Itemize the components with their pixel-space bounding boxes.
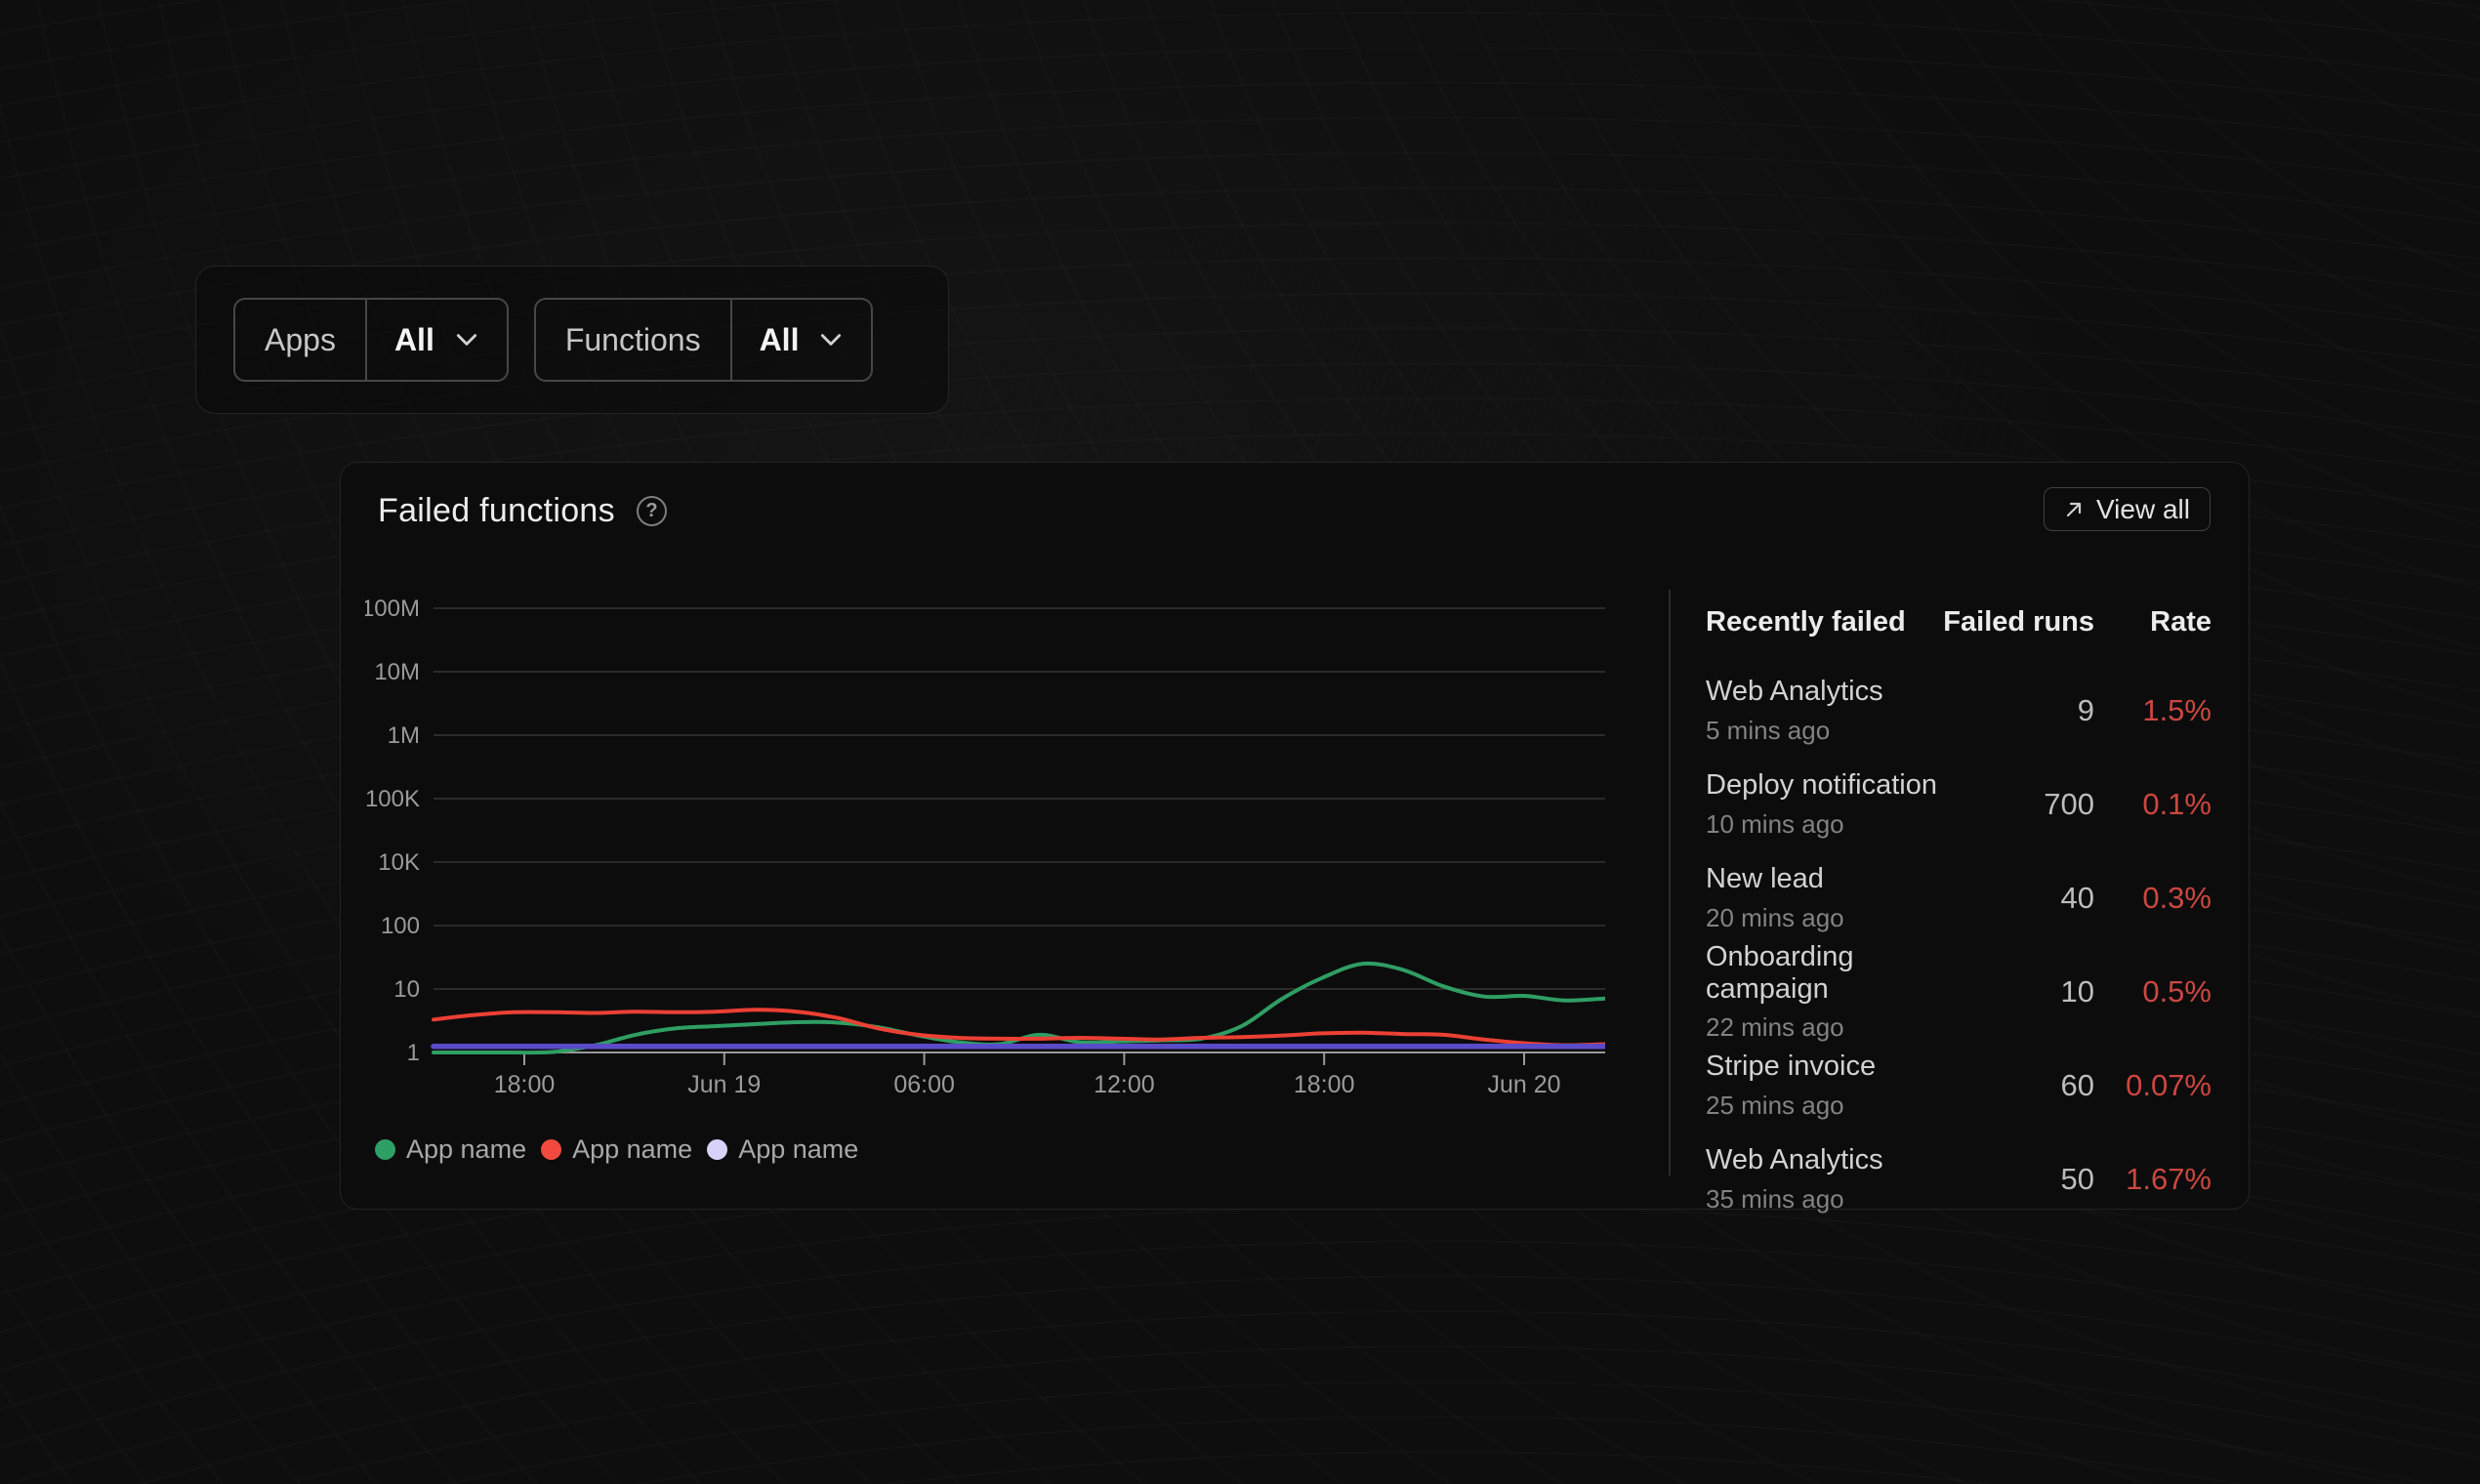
failed-time-ago: 22 mins ago [1706, 1012, 1844, 1043]
x-axis-tick-label: 06:00 [893, 1071, 955, 1098]
y-axis-tick-label: 100 [381, 913, 420, 939]
x-axis-tick-label: Jun 20 [1487, 1071, 1560, 1098]
function-name: Web Analytics [1706, 676, 1883, 708]
failed-function-row[interactable]: Stripe invoice 25 mins ago 60 0.07% [1706, 1039, 2211, 1133]
failed-runs-value: 40 [2060, 881, 2094, 915]
filter-selected-value: All [759, 321, 800, 357]
view-all-label: View all [2096, 493, 2190, 524]
filter-bar: Apps All Functions All [195, 266, 949, 414]
y-axis-tick-label: 10K [378, 849, 420, 876]
filter-group: Functions All [533, 298, 874, 382]
card-title: Failed functions [378, 492, 615, 529]
column-header-failed-runs: Failed runs [1943, 606, 2094, 638]
y-axis-tick-label: 1 [407, 1040, 420, 1066]
failure-rate-value: 0.1% [2142, 787, 2211, 821]
filter-label: Functions [536, 300, 732, 380]
x-axis-tick-label: 18:00 [494, 1071, 556, 1098]
function-name-cell: Web Analytics 5 mins ago [1706, 676, 1938, 745]
failure-rate-value: 0.3% [2142, 881, 2211, 915]
legend-color-dot [375, 1139, 395, 1160]
column-header-rate: Rate [2150, 606, 2211, 638]
failed-runs-value: 9 [2077, 693, 2094, 727]
failed-runs-value: 10 [2060, 974, 2094, 1009]
filter-group: Apps All [233, 298, 509, 382]
y-axis-tick-label: 1M [388, 722, 420, 749]
external-link-arrow-icon [2064, 499, 2085, 519]
card-header: Failed functions ? [378, 492, 667, 530]
legend-color-dot [707, 1139, 728, 1160]
filter-value-dropdown[interactable]: All [732, 300, 872, 380]
failed-runs-value: 60 [2060, 1068, 2094, 1102]
failed-functions-card: Failed functions ? View all 100M 10M 1M 100… [340, 462, 2250, 1214]
series-line-2 [432, 1008, 1605, 1048]
failed-function-row[interactable]: Web Analytics 35 mins ago 50 1.67% [1706, 1133, 2211, 1226]
y-axis-tick-label: 10 [393, 976, 420, 1003]
failed-time-ago: 25 mins ago [1706, 1090, 1844, 1120]
chevron-down-icon [818, 327, 844, 352]
view-all-button[interactable]: View all [2044, 487, 2211, 531]
y-axis-tick-label: 10M [374, 659, 420, 685]
failed-function-row[interactable]: Web Analytics 5 mins ago 9 1.5% [1706, 664, 2211, 758]
failed-time-ago: 35 mins ago [1706, 1183, 1844, 1214]
failure-rate-value: 1.5% [2142, 693, 2211, 727]
failed-functions-chart: 100M 10M 1M 100K 10K 100 10 1 18:00 Jun 19 06:00 12… [365, 598, 1605, 1098]
failed-function-row[interactable]: Onboarding campaign 22 mins ago 10 0.5% [1706, 941, 2211, 1043]
function-name: Web Analytics [1706, 1144, 1883, 1176]
help-icon[interactable]: ? [636, 496, 667, 526]
legend-app-label: App name [738, 1134, 859, 1164]
failed-runs-value: 700 [2044, 787, 2094, 821]
failure-rate-value: 1.67% [2126, 1162, 2211, 1196]
chevron-down-icon [454, 327, 479, 352]
function-name-cell: Web Analytics 35 mins ago [1706, 1144, 1938, 1214]
failed-function-row[interactable]: Deploy notification 10 mins ago 700 0.1% [1706, 758, 2211, 851]
recently-failed-header-row: Recently failed Failed runs Rate [1706, 606, 2211, 639]
recently-failed-panel: Recently failed Failed runs Rate Web Ana… [1706, 606, 2211, 1226]
function-name: Onboarding campaign [1706, 940, 1854, 1005]
chart-legend: App name App name App name [375, 1134, 858, 1165]
x-axis-tick-label: 18:00 [1294, 1071, 1355, 1098]
recently-failed-rows: Web Analytics 5 mins ago 9 1.5% Deploy n… [1706, 664, 2211, 1226]
failed-function-row[interactable]: New lead 20 mins ago 40 0.3% [1706, 851, 2211, 945]
failed-time-ago: 5 mins ago [1706, 715, 1831, 745]
failure-rate-value: 0.5% [2142, 974, 2211, 1009]
panel-divider [1669, 590, 1671, 1175]
function-name: Deploy notification [1706, 769, 1937, 802]
failure-rate-value: 0.07% [2126, 1068, 2211, 1102]
function-name: Stripe invoice [1706, 1051, 1877, 1083]
failed-time-ago: 20 mins ago [1706, 902, 1844, 932]
function-name-cell: Onboarding campaign 22 mins ago [1706, 941, 1938, 1044]
legend-item: App name [707, 1134, 858, 1165]
function-name: New lead [1706, 863, 1824, 895]
x-axis-tick-label: 12:00 [1094, 1071, 1155, 1098]
failed-time-ago: 10 mins ago [1706, 808, 1844, 839]
y-axis-tick-label: 100M [365, 598, 420, 622]
legend-item: App name [541, 1134, 692, 1165]
legend-app-label: App name [572, 1134, 693, 1164]
failed-runs-value: 50 [2060, 1162, 2094, 1196]
function-name-cell: Deploy notification 10 mins ago [1706, 769, 1938, 839]
function-name-cell: Stripe invoice 25 mins ago [1706, 1051, 1938, 1120]
filter-label: Apps [235, 300, 367, 380]
legend-app-label: App name [406, 1134, 527, 1164]
column-header-recently-failed: Recently failed [1706, 606, 1906, 638]
legend-item: App name [375, 1134, 526, 1165]
y-axis-tick-label: 100K [365, 786, 420, 812]
filter-value-dropdown[interactable]: All [367, 300, 507, 380]
function-name-cell: New lead 20 mins ago [1706, 863, 1938, 932]
legend-color-dot [541, 1139, 562, 1160]
filter-selected-value: All [393, 321, 434, 357]
x-axis-tick-label: Jun 19 [687, 1071, 761, 1098]
